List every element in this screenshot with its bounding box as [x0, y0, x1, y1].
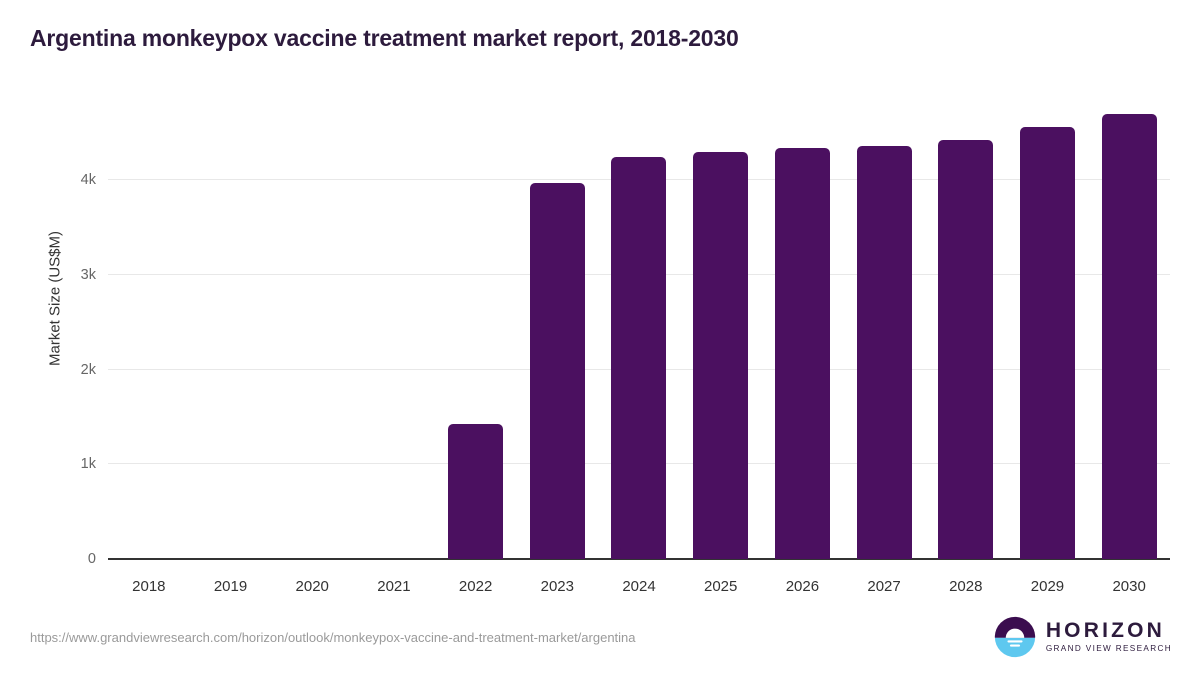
x-tick-label: 2024: [622, 578, 656, 595]
x-tick-label: 2022: [458, 578, 493, 595]
bar-series: [108, 90, 1170, 559]
bar-slot: [1088, 90, 1170, 559]
bar-slot: [762, 90, 844, 559]
bar-slot: [108, 90, 190, 559]
bar-slot: [271, 90, 353, 559]
y-tick-label: 4k: [80, 172, 96, 188]
bar-2026[interactable]: [774, 148, 830, 559]
x-tick-label: 2028: [949, 578, 983, 595]
x-tick-label: 2021: [377, 578, 411, 595]
x-tick-label: 2029: [1030, 578, 1065, 595]
bar-slot: [190, 90, 272, 559]
bar-slot: [435, 90, 517, 559]
logo-tagline: GRAND VIEW RESEARCH: [1045, 644, 1172, 654]
logo-text-block: HORIZON GRAND VIEW RESEARCH: [1046, 620, 1172, 653]
bar-slot: [680, 90, 762, 559]
bar-slot: [598, 90, 680, 559]
source-url[interactable]: https://www.grandviewresearch.com/horizo…: [30, 630, 636, 645]
bar-slot: [925, 90, 1007, 559]
x-tick-label: 2023: [540, 578, 574, 595]
bar-2029[interactable]: [1019, 127, 1075, 559]
x-tick-label: 2025: [704, 578, 738, 595]
x-tick-label: 2019: [213, 578, 248, 595]
bar-slot: [1007, 90, 1089, 559]
bar-2025[interactable]: [693, 151, 749, 559]
bar-slot: [843, 90, 925, 559]
plot-area: [108, 90, 1170, 560]
y-tick-label: 2k: [80, 361, 96, 378]
horizon-logo: HORIZON GRAND VIEW RESEARCH: [994, 616, 1172, 658]
horizon-sun-logo-icon: [994, 616, 1035, 658]
x-tick-label: 2027: [867, 578, 901, 595]
bar-2024[interactable]: [611, 157, 667, 559]
bar-2028[interactable]: [938, 140, 994, 559]
bar-2023[interactable]: [529, 182, 585, 559]
x-tick-label: 2020: [295, 578, 329, 595]
y-tick-label: 3k: [80, 266, 96, 283]
bar-2022[interactable]: [448, 423, 504, 559]
logo-name: HORIZON: [1045, 619, 1166, 643]
x-tick-label: 2030: [1112, 578, 1146, 595]
y-tick-label: 0: [87, 551, 96, 567]
x-tick-label: 2018: [132, 578, 166, 595]
bar-slot: [516, 90, 598, 559]
x-axis-line: [108, 558, 1170, 560]
bar-slot: [353, 90, 435, 559]
page-title: Argentina monkeypox vaccine treatment ma…: [30, 25, 739, 51]
bar-2030[interactable]: [1101, 113, 1157, 559]
y-tick-label: 1k: [80, 456, 96, 473]
x-tick-label: 2026: [785, 578, 820, 595]
bar-2027[interactable]: [856, 145, 912, 559]
